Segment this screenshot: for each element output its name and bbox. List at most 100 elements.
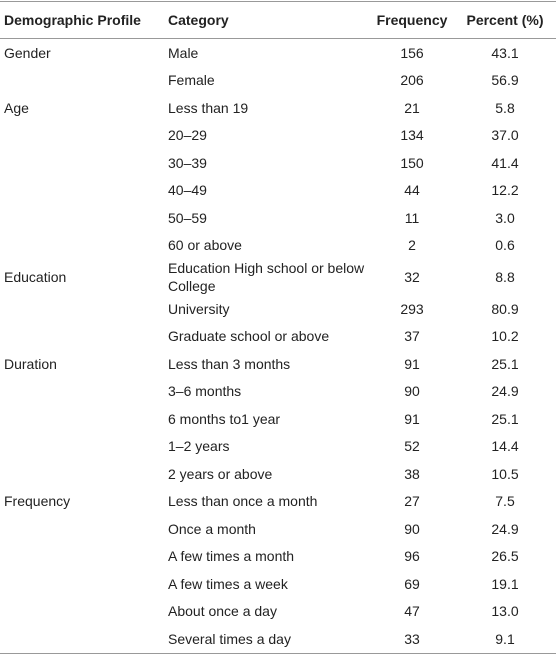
table-row: University 293 80.9 <box>0 295 556 323</box>
frequency-cell: 32 <box>404 269 420 285</box>
category-cell: Once a month <box>168 520 256 537</box>
profile-cell <box>0 543 164 571</box>
profile-cell <box>0 515 164 543</box>
header-cell: Demographic Profile <box>0 1 164 39</box>
table-row: 3–6 months 90 24.9 <box>0 378 556 406</box>
category-cell: Graduate school or above <box>168 328 330 345</box>
frequency-cell: 2 <box>408 237 416 254</box>
category-cell: 20–29 <box>168 127 207 144</box>
percent-cell: 26.5 <box>491 548 519 565</box>
profile-cell: Gender <box>4 44 51 61</box>
profile-cell: Frequency <box>4 493 71 510</box>
frequency-cell: 134 <box>400 127 424 144</box>
table-row: A few times a month 96 26.5 <box>0 543 556 571</box>
category-cell: 2 years or above <box>168 465 273 482</box>
category-cell: A few times a month <box>168 548 295 565</box>
header-cell: Frequency <box>370 1 454 39</box>
frequency-cell: 21 <box>404 99 420 116</box>
frequency-cell: 44 <box>404 182 420 199</box>
percent-cell: 80.9 <box>491 300 519 317</box>
percent-cell: 14.4 <box>491 438 519 455</box>
profile-cell <box>0 232 164 260</box>
table-row: 1–2 years 52 14.4 <box>0 433 556 461</box>
profile-cell <box>0 598 164 626</box>
table-row: 30–39 150 41.4 <box>0 149 556 177</box>
percent-cell: 43.1 <box>491 44 519 61</box>
category-cell: Female <box>168 72 215 89</box>
frequency-cell: 150 <box>400 154 424 171</box>
table-row: Female 206 56.9 <box>0 67 556 95</box>
profile-cell <box>0 378 164 406</box>
profile-cell: Duration <box>4 355 57 372</box>
percent-cell: 8.8 <box>495 269 515 285</box>
percent-cell: 0.6 <box>495 237 515 254</box>
percent-cell: 13.0 <box>491 603 519 620</box>
category-cell: Education High school or below College <box>168 260 365 294</box>
frequency-cell: 91 <box>404 410 420 427</box>
category-cell: About once a day <box>168 603 277 620</box>
frequency-cell: 27 <box>404 493 420 510</box>
frequency-cell: 206 <box>400 72 424 89</box>
category-cell: Male <box>168 44 199 61</box>
category-cell: Several times a day <box>164 625 370 654</box>
percent-cell: 10.5 <box>491 465 519 482</box>
category-cell: 50–59 <box>168 209 207 226</box>
frequency-cell: 11 <box>404 209 420 226</box>
header-cell: Category <box>164 1 370 39</box>
frequency-cell: 90 <box>404 383 420 400</box>
category-cell: University <box>168 300 230 317</box>
table-row: 60 or above 2 0.6 <box>0 232 556 260</box>
category-cell: 3–6 months <box>168 383 242 400</box>
table-row: Age Less than 19 21 5.8 <box>0 94 556 122</box>
table-row: Once a month 90 24.9 <box>0 515 556 543</box>
frequency-cell: 293 <box>400 300 424 317</box>
frequency-cell: 52 <box>404 438 420 455</box>
table-row: 2 years or above 38 10.5 <box>0 460 556 488</box>
table-row: 50–59 11 3.0 <box>0 204 556 232</box>
table-row: About once a day 47 13.0 <box>0 598 556 626</box>
profile-cell <box>0 122 164 150</box>
profile-cell <box>0 149 164 177</box>
frequency-cell: 90 <box>404 520 420 537</box>
profile-cell <box>0 204 164 232</box>
percent-cell: 10.2 <box>491 328 519 345</box>
percent-cell: 3.0 <box>495 209 515 226</box>
percent-cell: 5.8 <box>495 99 515 116</box>
percent-cell: 12.2 <box>491 182 519 199</box>
profile-cell <box>0 460 164 488</box>
frequency-cell: 38 <box>404 465 420 482</box>
frequency-cell: 69 <box>404 575 420 592</box>
header-cell: Percent (%) <box>454 1 556 39</box>
frequency-cell: 91 <box>404 355 420 372</box>
frequency-cell: 156 <box>400 44 424 61</box>
header-row: Demographic Profile Category Frequency P… <box>0 1 556 39</box>
frequency-cell: 33 <box>370 625 454 654</box>
table-row: 40–49 44 12.2 <box>0 177 556 205</box>
profile-cell <box>0 295 164 323</box>
percent-cell: 37.0 <box>491 127 519 144</box>
table-row: 6 months to1 year 91 25.1 <box>0 405 556 433</box>
table-row: A few times a week 69 19.1 <box>0 570 556 598</box>
percent-cell: 25.1 <box>491 410 519 427</box>
category-cell: 30–39 <box>168 154 207 171</box>
percent-cell: 19.1 <box>491 575 519 592</box>
table-row: Gender Male 156 43.1 <box>0 39 556 67</box>
table-row: Frequency Less than once a month 27 7.5 <box>0 488 556 516</box>
category-cell: 1–2 years <box>168 438 230 455</box>
frequency-cell: 47 <box>404 603 420 620</box>
profile-cell <box>0 625 164 654</box>
profile-cell <box>0 433 164 461</box>
percent-cell: 25.1 <box>491 355 519 372</box>
category-cell: A few times a week <box>168 575 288 592</box>
profile-cell: Education <box>4 269 67 285</box>
percent-cell: 24.9 <box>491 383 519 400</box>
category-cell: 6 months to1 year <box>168 410 281 427</box>
category-cell: 60 or above <box>168 237 242 254</box>
table-row: Several times a day 33 9.1 <box>0 625 556 654</box>
percent-cell: 41.4 <box>491 154 519 171</box>
percent-cell: 24.9 <box>491 520 519 537</box>
table-body: Gender Male 156 43.1 Female 206 56.9 Age Less th… <box>0 39 556 654</box>
table-row: 20–29 134 37.0 <box>0 122 556 150</box>
table-row: Graduate school or above 37 10.2 <box>0 323 556 351</box>
profile-cell <box>0 405 164 433</box>
